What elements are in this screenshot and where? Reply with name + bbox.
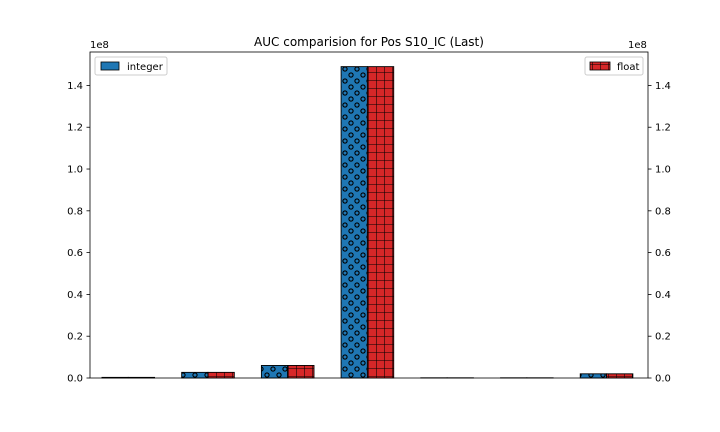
legend-box (94, 56, 168, 76)
legend-swatch-integer (100, 61, 120, 71)
legend-float: float (584, 56, 644, 76)
legend-swatch-float (589, 61, 611, 71)
bar-float-6 (606, 373, 634, 379)
bar-integer-2 (260, 365, 289, 379)
left-y-tick-label: 0.4 (67, 290, 83, 301)
left-y-tick-label: 0.0 (67, 374, 83, 385)
legend-label-float: float (617, 62, 640, 73)
right-y-tick-label: 0.4 (655, 290, 671, 301)
bar-float-1 (207, 371, 235, 379)
left-y-tick-label: 1.4 (67, 81, 83, 92)
axes: 0.0 0.0 0.2 0.2 0.4 0.4 0.6 0.6 0.8 0.8 1.0 1.0 1.2 1… (67, 51, 671, 385)
bar-integer-1 (181, 371, 209, 379)
legend-integer: integer (94, 56, 168, 76)
legend-box (584, 56, 644, 76)
bar-integer-6 (579, 373, 607, 379)
bar-float-2 (287, 365, 315, 379)
bar-integer-3 (340, 66, 368, 379)
bar-float-3 (366, 66, 395, 379)
plot-frame (89, 51, 649, 379)
chart-title: AUC comparision for Pos S10_IC (Last) (254, 35, 484, 49)
left-y-tick-label: 0.2 (67, 332, 83, 343)
right-y-tick-label: 1.4 (655, 81, 671, 92)
right-y-tick-label: 0.2 (655, 332, 671, 343)
left-axis-offset-label: 1e8 (90, 40, 109, 51)
left-y-tick-label: 0.8 (67, 206, 83, 217)
right-y-tick-label: 1.0 (655, 165, 671, 176)
right-y-tick-label: 0.6 (655, 248, 671, 259)
right-y-tick-label: 1.2 (655, 123, 671, 134)
right-y-tick-label: 0.0 (655, 374, 671, 385)
left-y-tick-label: 1.2 (67, 123, 83, 134)
right-y-tick-label: 0.8 (655, 206, 671, 217)
legend-label-integer: integer (127, 62, 164, 73)
right-axis-offset-label: 1e8 (628, 40, 647, 51)
left-y-tick-label: 0.6 (67, 248, 83, 259)
left-y-tick-label: 1.0 (67, 165, 83, 176)
bars (101, 66, 634, 379)
